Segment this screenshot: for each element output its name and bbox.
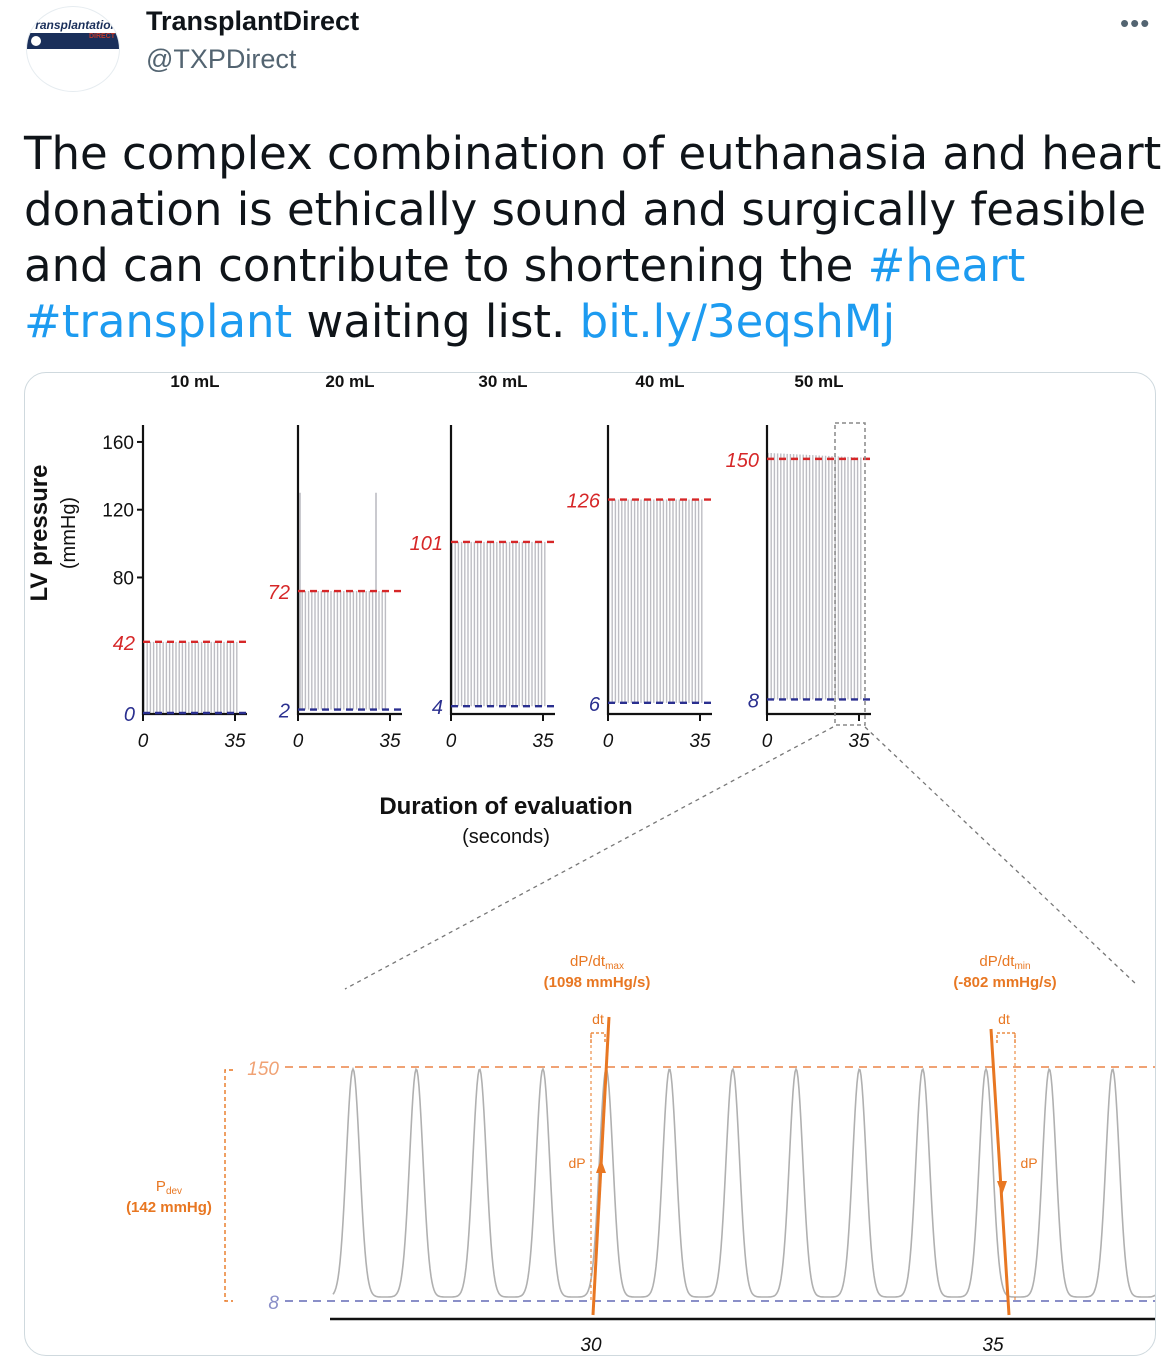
x-tick-label: 0 [293, 731, 304, 752]
panel-title: 30 mL [478, 373, 527, 391]
pdev-subscript: dev [166, 1186, 182, 1197]
y-axis-ticks: 80 120 160 [102, 433, 143, 589]
avatar-text-bottom: DIRECT [89, 33, 116, 40]
dpdt-min-label: dP/dtmin [979, 953, 1030, 972]
dpdt-max-subscript: max [605, 961, 624, 972]
zoom-x-tick-label: 30 [580, 1335, 602, 1355]
max-pressure-label: 126 [567, 491, 601, 513]
tweet-text: The complex combination of euthanasia an… [24, 126, 1164, 350]
dt-bracket-min [996, 1032, 1016, 1043]
min-pressure-label: 4 [432, 697, 443, 719]
dpdt-max-arrow-icon [596, 1159, 606, 1173]
panel-1: 10 mL 0 35 42 0 [113, 373, 251, 752]
y-tick-label: 80 [113, 568, 134, 589]
dpdt-min-slope [989, 1028, 1011, 1316]
tweet-text-part: waiting list. [306, 295, 580, 348]
pdev-value: (142 mmHg) [126, 1199, 212, 1216]
zoom-waveform [332, 1066, 1155, 1298]
tweet-text-part: The complex combination of euthanasia an… [24, 127, 1162, 292]
display-name[interactable]: TransplantDirect [146, 6, 360, 36]
avatar[interactable]: Transplantation DIRECT [26, 6, 120, 92]
x-tick-label: 35 [689, 731, 711, 752]
zoom-connector-left [344, 726, 834, 990]
x-tick-label: 35 [379, 731, 401, 752]
zoom-x-tick-label: 35 [982, 1335, 1004, 1355]
x-tick-label: 0 [603, 731, 614, 752]
zoom-connector-right [864, 726, 1138, 986]
dt-label-min: dt [998, 1011, 1010, 1027]
hashtag-heart-link[interactable]: #heart [867, 239, 1026, 292]
min-pressure-label: 8 [748, 690, 759, 712]
panel-waveform [143, 641, 238, 713]
max-pressure-label: 101 [410, 533, 443, 555]
pdev-bracket [224, 1069, 233, 1302]
pdev-label: Pdev [156, 1178, 182, 1197]
max-pressure-label: 42 [113, 633, 135, 655]
dp-label-max: dP [568, 1155, 585, 1171]
dt-label-max: dt [592, 1011, 604, 1027]
handle[interactable]: @TXPDirect [146, 44, 297, 74]
panel-5: 50 mL 0 35 150 8 [726, 373, 875, 752]
dpdt-max-label: dP/dtmax [570, 953, 624, 972]
max-pressure-label: 72 [268, 582, 290, 604]
x-tick-label: 0 [138, 731, 149, 752]
dt-bracket-max [590, 1032, 606, 1043]
x-tick-label: 0 [762, 731, 773, 752]
dpdt-min-value: (-802 mmHg/s) [953, 974, 1056, 991]
dp-label-min: dP [1020, 1155, 1037, 1171]
more-options-icon[interactable]: ••• [1120, 8, 1151, 38]
y-tick-label: 120 [102, 501, 134, 522]
x-axis-title: Duration of evaluation [379, 793, 632, 820]
transplant-direct-logo-icon: Transplantation DIRECT [27, 18, 119, 49]
panel-title: 40 mL [635, 373, 684, 391]
x-axis-unit: (seconds) [462, 826, 550, 848]
panel-2: 20 mL 0 35 72 2 [268, 373, 406, 752]
tweet-media-image[interactable]: LV pressure (mmHg) 80 120 160 10 mL 0 35 42 0 2… [24, 372, 1156, 1356]
panel-title: 10 mL [170, 373, 219, 391]
min-pressure-label: 6 [589, 694, 601, 716]
dpdt-min-subscript: min [1014, 961, 1030, 972]
x-tick-label: 35 [532, 731, 554, 752]
dpdt-min-arrow-icon [997, 1181, 1007, 1195]
zoom-max-label: 150 [247, 1059, 279, 1080]
x-tick-label: 0 [446, 731, 457, 752]
pressure-panels: 10 mL 0 35 42 0 20 mL 0 35 72 2 30 mL 0 35 101 4 40 mL 0… [113, 373, 875, 752]
zoom-panel: 150 8 30 35 Pdev (142 mmHg) dP/dtmax (1098 mmHg… [126, 953, 1155, 1355]
min-pressure-label: 2 [278, 701, 290, 723]
tweet-link[interactable]: bit.ly/3eqshMj [579, 295, 896, 348]
panel-title: 20 mL [325, 373, 374, 391]
x-tick-label: 35 [848, 731, 870, 752]
y-tick-label: 160 [102, 433, 134, 454]
zoom-selection-box [834, 422, 866, 726]
panel-waveform [298, 492, 387, 710]
y-axis-title: LV pressure [26, 465, 53, 602]
y-axis-unit: (mmHg) [58, 497, 80, 569]
zoom-min-label: 8 [268, 1293, 279, 1314]
avatar-text-top: Transplantation [28, 18, 118, 32]
hashtag-transplant-link[interactable]: #transplant [24, 295, 293, 348]
panel-waveform [451, 541, 546, 707]
panel-title: 50 mL [794, 373, 843, 391]
panel-waveform [608, 499, 703, 703]
panel-4: 40 mL 0 35 126 6 [567, 373, 716, 752]
panel-3: 30 mL 0 35 101 4 [410, 373, 559, 752]
dpdt-max-value: (1098 mmHg/s) [544, 974, 651, 991]
min-pressure-label: 0 [124, 704, 135, 726]
max-pressure-label: 150 [726, 450, 759, 472]
panel-waveform [767, 452, 862, 700]
x-tick-label: 35 [224, 731, 246, 752]
